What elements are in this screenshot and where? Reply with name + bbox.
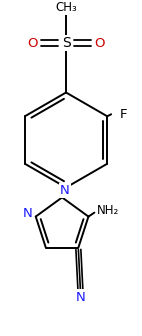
Text: NH₂: NH₂ bbox=[97, 204, 119, 217]
Text: O: O bbox=[94, 37, 105, 49]
Text: N: N bbox=[60, 184, 70, 197]
Text: N: N bbox=[76, 291, 85, 303]
Text: F: F bbox=[119, 108, 127, 121]
Text: CH₃: CH₃ bbox=[55, 1, 77, 14]
Text: N: N bbox=[23, 207, 33, 220]
Text: O: O bbox=[27, 37, 38, 49]
Text: S: S bbox=[62, 36, 70, 50]
